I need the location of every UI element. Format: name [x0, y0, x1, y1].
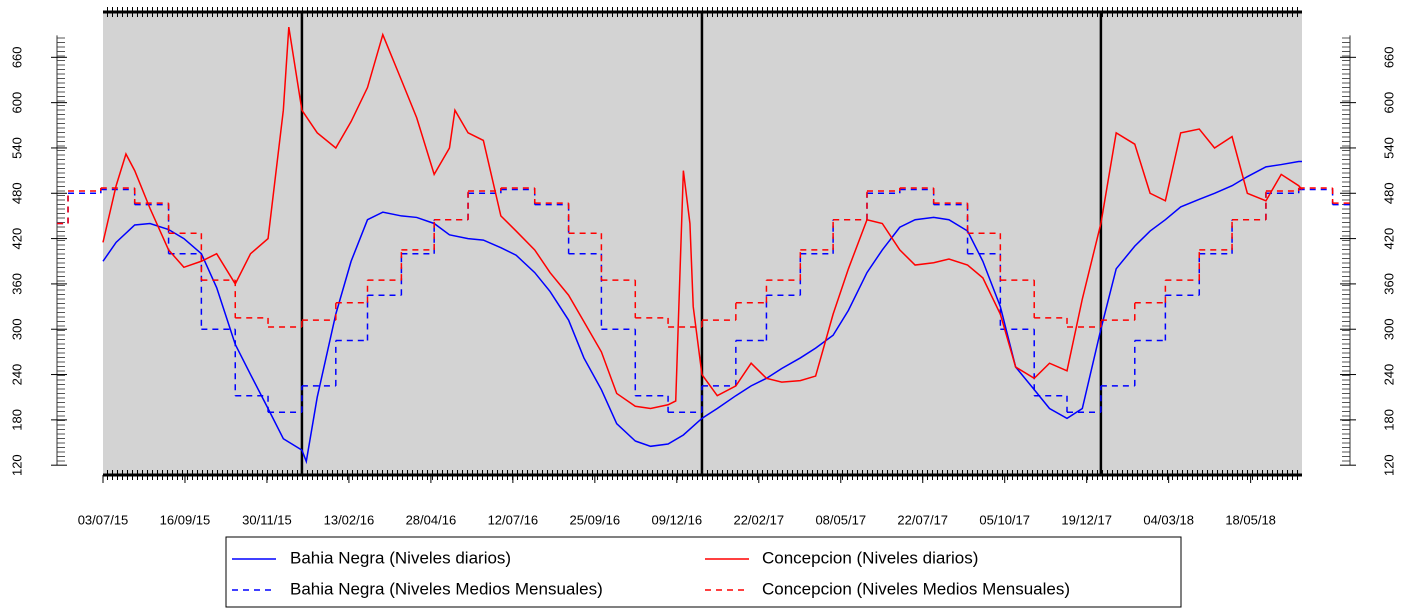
y-tick-label-right: 300 — [1381, 318, 1396, 340]
x-tick-label: 28/04/16 — [406, 512, 457, 527]
y-tick-label-right: 360 — [1381, 273, 1396, 295]
y-tick-label-right: 420 — [1381, 228, 1396, 250]
y-tick-label-right: 540 — [1381, 137, 1396, 159]
left-minor-ticks — [57, 35, 65, 466]
x-tick-label: 30/11/15 — [242, 512, 292, 527]
x-tick-label: 19/12/17 — [1061, 512, 1112, 527]
legend-label: Concepcion (Niveles diarios) — [762, 548, 978, 567]
y-tick-label: 360 — [9, 273, 24, 295]
y-tick-label: 240 — [9, 364, 24, 386]
x-tick-label: 12/07/16 — [488, 512, 539, 527]
series-line — [102, 26, 1303, 410]
y-tick-label: 420 — [9, 228, 24, 250]
y-tick-label-right: 480 — [1381, 182, 1396, 204]
x-tick-label: 16/09/15 — [160, 512, 211, 527]
x-tick-label: 22/02/17 — [733, 512, 784, 527]
x-tick-label: 09/12/16 — [652, 512, 703, 527]
data-layer — [57, 26, 1350, 465]
x-tick-label: 08/05/17 — [815, 512, 866, 527]
y-tick-label: 300 — [9, 318, 24, 340]
y-tick-label: 180 — [9, 409, 24, 431]
series-line — [102, 160, 1302, 465]
legend-box — [225, 536, 1182, 608]
right-minor-ticks — [1342, 35, 1350, 466]
y-tick-label-right: 120 — [1381, 454, 1396, 476]
y-tick-label-right: 660 — [1381, 46, 1396, 68]
x-tick-label: 25/09/16 — [570, 512, 621, 527]
y-tick-label-right: 240 — [1381, 364, 1396, 386]
legend-label: Concepcion (Niveles Medios Mensuales) — [762, 579, 1070, 598]
y-tick-label-right: 600 — [1381, 92, 1396, 114]
y-tick-label-right: 180 — [1381, 409, 1396, 431]
x-tick-label: 05/10/17 — [979, 512, 1030, 527]
plot-frame: 120 120 180 180 240 240 300 300 360 360 420 420 480 4… — [9, 7, 1396, 527]
x-tick-label: 22/07/17 — [897, 512, 948, 527]
y-tick-label: 480 — [9, 182, 24, 204]
y-tick-label: 120 — [9, 454, 24, 476]
y-tick-label: 660 — [9, 46, 24, 68]
x-tick-label: 03/07/15 — [78, 512, 129, 527]
legend-label: Bahia Negra (Niveles Medios Mensuales) — [290, 579, 603, 598]
legend-label: Bahia Negra (Niveles diarios) — [290, 548, 511, 567]
x-tick-label: 13/02/16 — [324, 512, 375, 527]
x-tick-label: 04/03/18 — [1143, 512, 1194, 527]
x-tick-label: 18/05/18 — [1225, 512, 1276, 527]
y-tick-label: 600 — [9, 92, 24, 114]
y-tick-label: 540 — [9, 137, 24, 159]
